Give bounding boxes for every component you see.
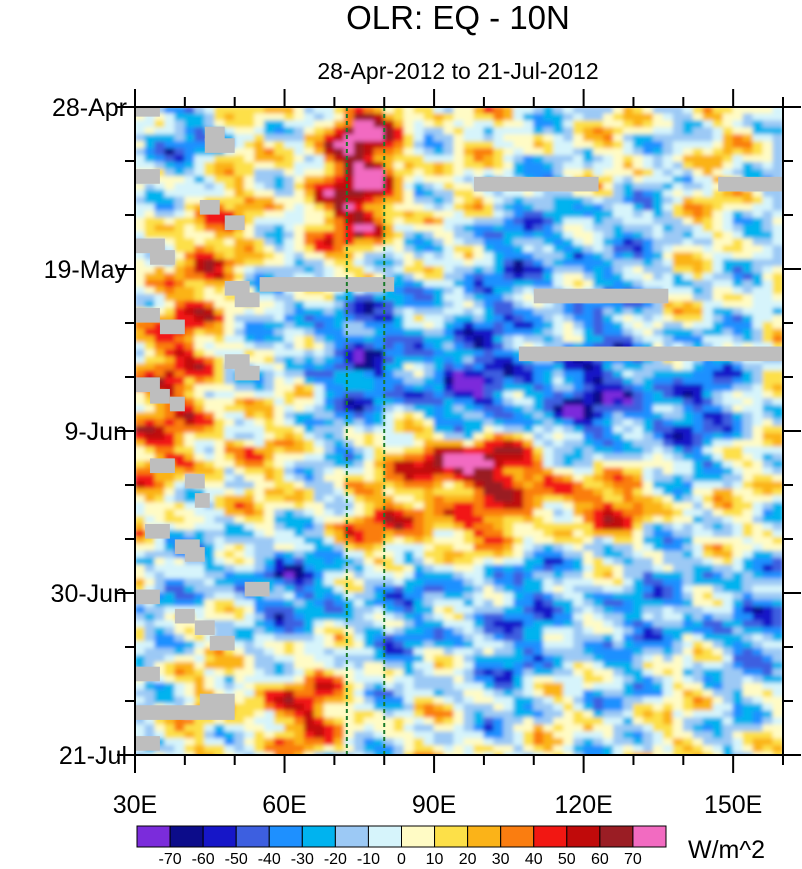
missing-data-bar <box>224 280 250 296</box>
colorbar-tick-label: -10 <box>357 851 380 868</box>
x-tick-label: 60E <box>262 791 306 819</box>
colorbar-swatch <box>533 825 568 848</box>
missing-data-bar <box>194 493 210 508</box>
colorbar-swatch <box>599 825 634 848</box>
colorbar-swatch <box>467 825 502 848</box>
colorbar-tick-label: -70 <box>159 851 182 868</box>
missing-data-bar <box>199 693 235 709</box>
missing-data-bar <box>135 705 235 720</box>
missing-data-bar <box>135 377 160 393</box>
missing-data-bar <box>149 250 175 265</box>
missing-data-bar <box>259 277 395 292</box>
missing-data-bar <box>224 354 250 369</box>
colorbar-tick-label: 70 <box>624 851 642 868</box>
colorbar-tick-label: 50 <box>558 851 576 868</box>
colorbar-tick-label: 60 <box>591 851 609 868</box>
x-tick-label: 90E <box>412 791 456 819</box>
plot-area <box>134 106 784 756</box>
x-tick-label: 150E <box>704 791 762 819</box>
colorbar-tick-label: -50 <box>225 851 248 868</box>
colorbar-tick-label: 30 <box>492 851 510 868</box>
missing-data-bar <box>184 547 205 562</box>
colorbar-tick-label: 40 <box>525 851 543 868</box>
colorbar-swatch <box>401 825 436 848</box>
missing-data-bar <box>518 346 783 362</box>
missing-data-bar <box>209 635 235 651</box>
x-tick-label: 120E <box>554 791 612 819</box>
colorbar-tick-label: 0 <box>397 851 406 868</box>
missing-data-bar <box>533 288 669 304</box>
colorbar-swatch <box>434 825 469 848</box>
y-tick-label: 28-Apr <box>52 94 127 122</box>
missing-data-bar <box>144 523 170 539</box>
missing-data-bar <box>204 138 235 153</box>
y-tick-label: 30-Jun <box>51 580 127 608</box>
y-tick-label: 21-Jul <box>59 742 127 770</box>
colorbar-tick-label: -40 <box>258 851 281 868</box>
missing-data-bar <box>135 107 160 117</box>
chart-title: OLR: EQ - 10N <box>346 0 570 36</box>
missing-data-layer <box>135 107 783 751</box>
missing-data-bar <box>174 608 195 624</box>
field-cells <box>135 107 783 755</box>
colorbar-units-label: W/m^2 <box>688 836 765 864</box>
colorbar-swatch <box>202 825 237 848</box>
colorbar-tick-label: -60 <box>192 851 215 868</box>
colorbar-swatch <box>367 825 402 848</box>
missing-data-bar <box>184 473 205 489</box>
x-axis: 30E 60E 90E 120E 150E <box>113 89 784 819</box>
missing-data-bar <box>204 126 225 142</box>
chart-subtitle: 28-Apr-2012 to 21-Jul-2012 <box>317 58 598 84</box>
missing-data-bar <box>194 620 215 636</box>
missing-data-bar <box>135 736 160 751</box>
colorbar-swatch <box>169 825 204 848</box>
colorbar-swatch <box>268 825 303 848</box>
missing-data-bar <box>159 319 185 335</box>
colorbar-swatch <box>334 825 369 848</box>
missing-data-bar <box>135 589 160 605</box>
y-tick-label: 19-May <box>44 256 128 284</box>
reference-lines <box>345 107 386 755</box>
colorbar: -70 -60 -50 -40 -30 -20 -10 0 10 20 30 40 50 60 70 <box>136 825 667 868</box>
missing-data-bar <box>718 176 783 192</box>
colorbar-swatch <box>566 825 601 848</box>
colorbar-swatch <box>235 825 270 848</box>
colorbar-tick-label: 10 <box>426 851 444 868</box>
colorbar-swatch <box>301 825 336 848</box>
x-tick-label: 30E <box>113 791 157 819</box>
y-axis: 28-Apr 19-May 9-Jun 30-Jun 21-Jul <box>44 94 801 770</box>
missing-data-bar <box>135 238 165 254</box>
colorbar-tick-label: -20 <box>324 851 347 868</box>
missing-data-bar <box>135 307 160 323</box>
missing-data-bar <box>199 199 220 215</box>
y-tick-label: 9-Jun <box>64 418 127 446</box>
missing-data-bar <box>149 388 170 404</box>
missing-data-bar <box>169 396 185 412</box>
missing-data-bar <box>234 292 260 308</box>
missing-data-bar <box>135 169 160 184</box>
missing-data-bar <box>224 215 245 231</box>
missing-data-bar <box>149 458 175 474</box>
colorbar-swatch <box>632 825 667 848</box>
colorbar-swatch <box>136 825 171 848</box>
colorbar-swatch <box>500 825 535 848</box>
missing-data-bar <box>473 176 599 192</box>
missing-data-bar <box>244 581 270 597</box>
olr-anomaly-field <box>135 107 783 755</box>
colorbar-tick-label: 20 <box>459 851 477 868</box>
colorbar-tick-label: -30 <box>291 851 314 868</box>
missing-data-bar <box>234 365 260 381</box>
missing-data-bar <box>135 666 160 682</box>
